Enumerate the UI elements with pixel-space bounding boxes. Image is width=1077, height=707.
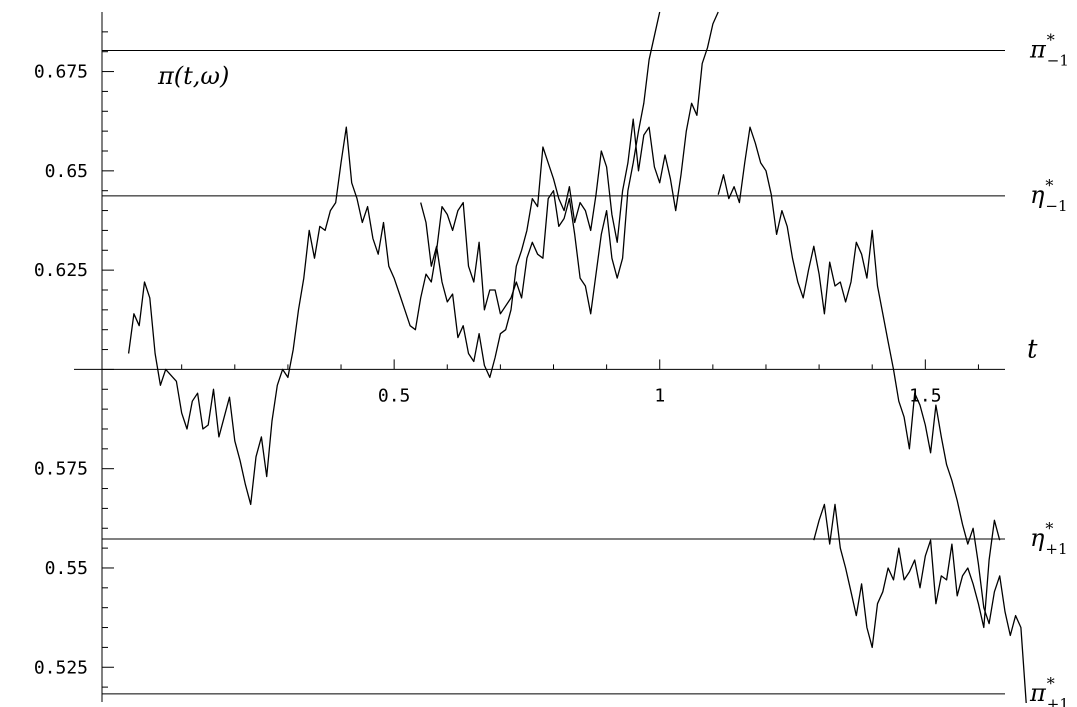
reference-label-sub: +1 [1047,695,1069,707]
series-line-2 [420,11,719,379]
reference-label-sup: * [1047,31,1055,50]
y-tick-label: 0.675 [34,62,88,83]
reference-label-eta-minus: η* −1 [1030,176,1068,215]
series-line-1 [127,11,661,506]
reference-label-sup: * [1047,674,1055,693]
x-tick-label: 1.5 [909,385,942,406]
reference-label-sub: −1 [1047,52,1069,70]
reference-labels: π* −1η* −1η* +1π* +1 [1029,31,1069,707]
reference-label-sup: * [1045,176,1053,195]
y-tick-label: 0.575 [34,459,88,480]
series-line-3 [717,126,1027,704]
reference-label-pi-plus: π* +1 [1029,674,1069,707]
reference-label-base: η [1030,524,1045,552]
series-line-4 [813,503,1001,649]
reference-label-base: π [1029,36,1047,64]
curve-label-base: π [157,62,175,90]
reference-label-sup: * [1045,519,1053,538]
axes [74,12,1005,702]
series-layer [127,11,1027,704]
reference-lines [102,50,1005,695]
reference-label-base: π [1029,679,1047,707]
y-tick-label: 0.625 [34,260,88,281]
curve-label: π(t,ω) [157,62,229,90]
y-tick-label: 0.525 [34,657,88,678]
y-tick-label: 0.55 [45,558,88,579]
reference-label-sub: −1 [1045,197,1067,215]
reference-label-sub: +1 [1045,540,1067,558]
curve-label-args: (t,ω) [174,62,230,90]
x-tick-label: 0.5 [378,385,411,406]
tick-labels: 0.675 0.65 0.625 0.575 0.55 0.525 0.5 1 1.5 [34,62,942,679]
ticks [102,31,979,688]
reference-label-pi-minus: π* −1 [1029,31,1069,70]
x-tick-label: 1 [654,385,665,406]
reference-label-base: η [1030,181,1045,209]
reference-label-eta-plus: η* +1 [1030,519,1068,558]
x-axis-label: t [1027,334,1038,364]
y-tick-label: 0.65 [45,161,88,182]
